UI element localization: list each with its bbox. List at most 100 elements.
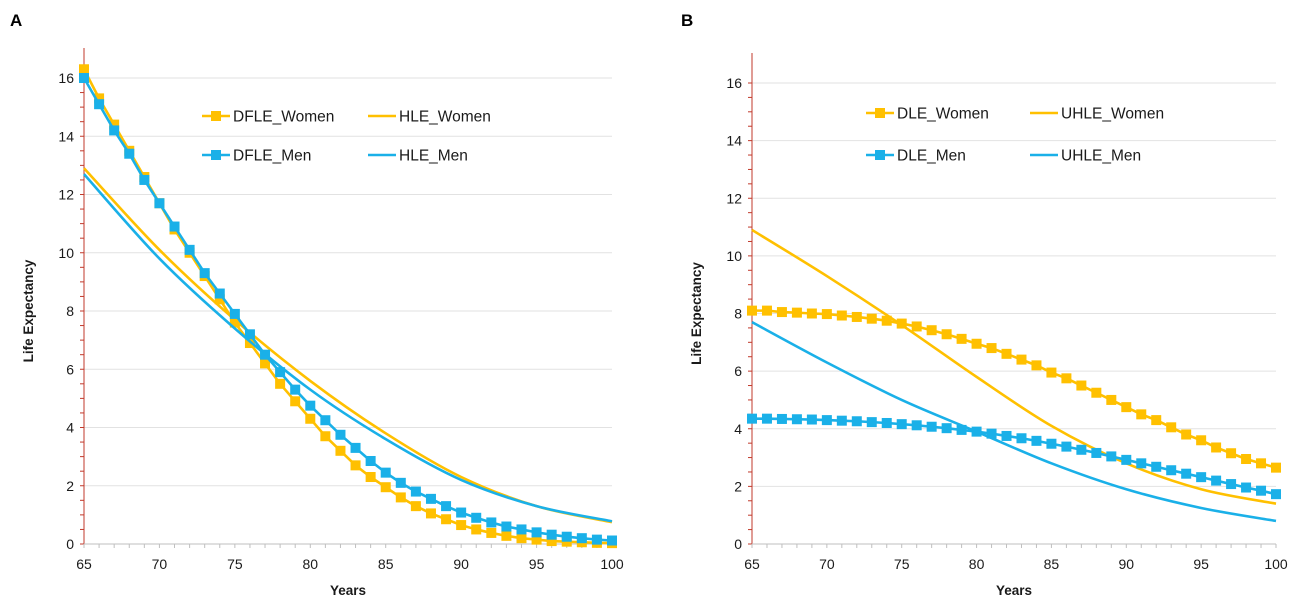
data-point [290,384,301,395]
y-tick-label: 0 [734,536,742,552]
data-point [1076,444,1087,455]
data-point [1001,348,1012,359]
data-point [365,472,376,483]
legend-item: DFLE_Women [202,109,334,126]
data-point [747,413,757,424]
panel-b: B 0 2 4 6 8 10 12 14 16 65 70 75 80 85 90 95 100 Years Life… [681,11,1288,597]
data-point [79,64,89,75]
legend-item: DLE_Men [866,148,966,165]
data-point [1121,402,1132,413]
data-point [320,431,331,442]
y-tick-label: 12 [726,190,742,206]
x-axis-title: Years [330,583,366,597]
panel-label: A [10,11,22,30]
legend-label: DLE_Men [897,148,966,165]
panel-label: B [681,11,693,30]
data-point [546,536,557,547]
data-point [591,534,602,545]
legend-marker [875,150,885,160]
data-point [926,325,937,336]
data-point [410,486,421,497]
legend-label: UHLE_Men [1061,148,1141,165]
x-tick-label: 80 [969,556,985,572]
x-tick-label: 100 [1264,556,1288,572]
data-point [851,311,862,322]
data-point [1136,458,1147,469]
data-point [576,533,587,544]
legend-item: HLE_Women [368,109,491,126]
data-point [139,174,150,185]
data-point [365,455,376,466]
x-tick-label: 65 [744,556,760,572]
panel-a: A 0 2 4 6 8 10 12 14 16 65 70 75 80 85 90 95 100 Years Life… [10,11,624,597]
data-point [229,317,240,328]
series-line [751,228,1277,505]
data-point [761,413,772,424]
data-point [335,429,346,440]
data-point [516,524,527,535]
data-point [471,512,482,523]
data-point [1181,429,1192,440]
data-point [546,529,557,540]
data-point [1061,373,1072,384]
data-point [410,501,421,512]
x-tick-label: 85 [378,556,394,572]
data-point [1136,409,1147,420]
data-point [1046,367,1057,378]
x-tick-label: 70 [152,556,168,572]
legend-marker [211,111,221,121]
y-tick-label: 10 [58,245,74,261]
data-point [1151,415,1162,426]
data-point [776,307,787,318]
data-point [1241,454,1252,465]
legend: DFLE_Women HLE_Women DFLE_Men HLE_Men [202,109,491,165]
y-tick-label: 4 [66,420,74,436]
data-point [821,309,832,320]
data-point [350,442,361,453]
data-point [1061,441,1072,452]
data-point [531,534,542,545]
series-uhle-men [751,320,1277,523]
y-axis-title: Life Expectancy [21,259,36,362]
data-point [395,477,406,488]
data-point [971,338,982,349]
legend-item: HLE_Men [368,148,468,165]
x-axis-title: Years [996,583,1032,597]
data-point [776,413,787,424]
data-point [1076,380,1087,391]
x-tick-label: 85 [1044,556,1060,572]
data-point [1256,485,1267,496]
data-point [290,396,301,407]
legend-item: UHLE_Men [1030,148,1141,165]
x-tick-label: 90 [453,556,469,572]
data-point [441,501,452,512]
data-point [275,367,286,378]
data-point [1271,489,1281,500]
data-point [791,307,802,318]
data-point [425,493,436,504]
data-point [1106,451,1117,462]
y-axis-title: Life Expectancy [689,262,704,365]
legend: DLE_Women UHLE_Women DLE_Men UHLE_Men [866,106,1164,165]
data-point [335,445,346,456]
series-dfle-women [79,64,617,549]
data-point [836,415,847,426]
data-point [214,288,225,299]
data-point [501,521,512,532]
x-tick-label: 65 [76,556,92,572]
legend-label: DLE_Women [897,106,989,123]
data-point [1166,465,1177,476]
data-point [169,221,180,232]
data-point [791,414,802,425]
legend-item: DFLE_Men [202,148,311,165]
data-point [926,421,937,432]
data-point [1091,447,1102,458]
data-point [320,415,331,426]
legend-label: UHLE_Women [1061,106,1164,123]
data-point [214,294,225,305]
data-point [79,73,89,83]
legend-item: DLE_Women [866,106,989,123]
data-point [109,125,120,136]
data-point [1031,360,1042,371]
